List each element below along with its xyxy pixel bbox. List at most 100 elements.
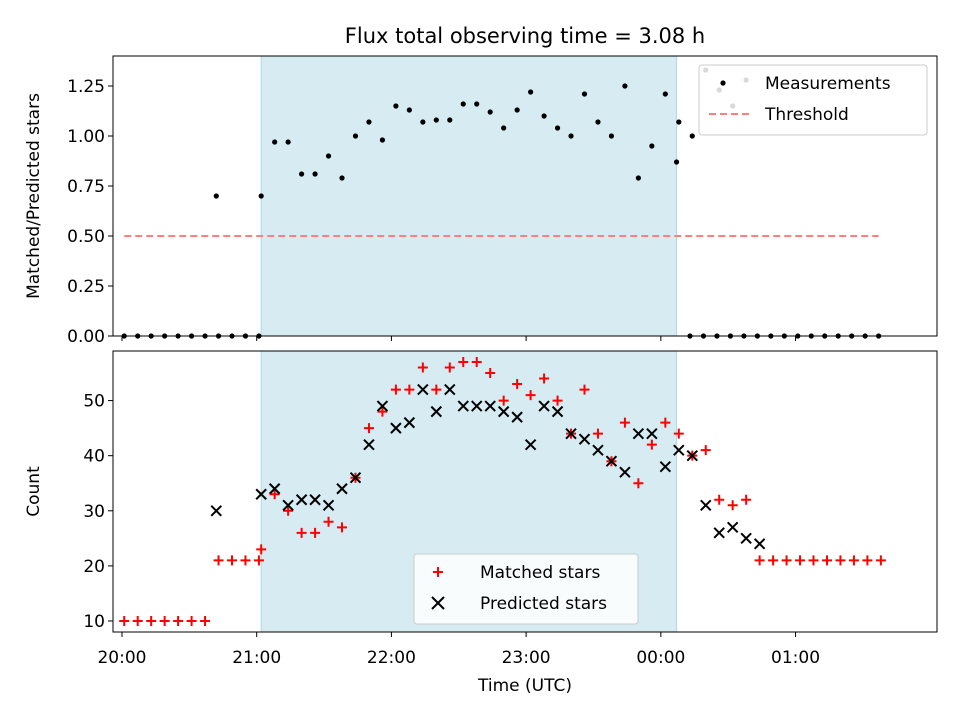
data-point	[501, 125, 507, 131]
data-point	[741, 494, 752, 505]
data-point	[554, 125, 561, 131]
data-point	[430, 405, 443, 418]
data-point	[119, 615, 130, 626]
data-point	[660, 417, 671, 428]
data-point	[633, 478, 644, 489]
data-point	[605, 455, 618, 467]
y-tick-label: 1.25	[67, 77, 105, 97]
data-point	[323, 516, 334, 527]
data-point	[366, 119, 372, 125]
data-point	[498, 395, 509, 406]
legend-box	[413, 553, 639, 625]
data-point	[659, 460, 672, 473]
data-point	[740, 532, 752, 545]
data-point	[458, 357, 469, 368]
data-point	[255, 488, 267, 500]
data-point	[444, 383, 456, 396]
data-point	[258, 193, 264, 199]
data-point	[390, 422, 402, 434]
data-point	[213, 193, 219, 199]
data-point	[285, 139, 291, 145]
data-point	[635, 175, 641, 181]
data-point	[700, 499, 712, 511]
legend-label: Matched stars	[480, 563, 600, 583]
x-tick-label: 21:00	[232, 648, 281, 668]
chart-title: Flux total observing time = 3.08 h	[345, 24, 705, 48]
data-point	[336, 483, 348, 495]
data-point	[862, 555, 873, 566]
data-point	[714, 494, 725, 505]
data-point	[662, 91, 668, 97]
data-point	[608, 133, 615, 139]
data-point	[471, 357, 482, 368]
data-point	[256, 544, 267, 555]
y-tick-label: 0.25	[67, 277, 105, 297]
y-tick-label: 50	[83, 392, 105, 412]
legend-box	[698, 64, 928, 136]
data-point	[848, 555, 859, 566]
data-point	[310, 527, 321, 538]
legend-matched-swatch	[433, 567, 443, 577]
data-point	[485, 368, 496, 379]
series-matched-stars	[119, 357, 886, 626]
data-point	[322, 499, 335, 511]
data-point	[349, 472, 362, 484]
data-point	[471, 400, 483, 412]
data-point	[431, 384, 442, 395]
data-point	[226, 555, 237, 566]
data-point	[686, 449, 698, 462]
data-point	[514, 107, 520, 113]
y-axis-label: Count	[24, 466, 44, 517]
data-point	[339, 175, 345, 181]
y-tick-label: 30	[83, 502, 105, 522]
data-point	[186, 615, 197, 626]
data-point	[552, 395, 563, 406]
data-point	[363, 438, 375, 451]
data-point	[768, 555, 779, 566]
data-point	[592, 428, 603, 439]
data-point	[497, 405, 510, 418]
data-point	[700, 445, 711, 456]
data-point	[619, 466, 631, 478]
y-tick-label: 40	[83, 447, 105, 467]
axes-frame	[112, 55, 938, 337]
data-point	[282, 499, 294, 511]
data-point	[565, 427, 577, 440]
data-point	[713, 527, 725, 539]
data-point	[474, 101, 480, 107]
data-point	[726, 521, 739, 534]
y-tick-label: 20	[83, 557, 105, 577]
data-point	[298, 171, 305, 177]
data-point	[622, 83, 628, 89]
data-point	[487, 109, 493, 115]
data-point	[646, 427, 658, 440]
axes-frame	[112, 350, 938, 633]
data-point	[376, 400, 389, 412]
data-point	[173, 615, 184, 626]
data-point	[146, 615, 157, 626]
data-point	[875, 555, 886, 566]
data-point	[272, 139, 278, 145]
data-point	[269, 489, 280, 500]
legend-label: Measurements	[765, 74, 891, 94]
data-point	[524, 438, 537, 451]
y-tick-label: 0.00	[67, 327, 105, 347]
data-point	[581, 91, 588, 97]
data-point	[689, 133, 695, 139]
data-point	[646, 439, 657, 450]
data-point	[511, 411, 523, 423]
data-point	[649, 143, 655, 149]
data-point	[403, 416, 416, 429]
data-point	[253, 555, 264, 566]
data-point	[433, 117, 439, 123]
chart-panel-2: 10 20 30 40 50 20:00 21:00 22:00 23:00 00:00 01:00…	[24, 350, 938, 696]
data-point	[835, 555, 846, 566]
data-point	[240, 555, 251, 566]
data-point	[568, 133, 574, 139]
data-point	[592, 444, 604, 456]
data-point	[268, 483, 281, 495]
x-tick-label: 00:00	[636, 648, 685, 668]
x-tick-label: 01:00	[771, 648, 820, 668]
